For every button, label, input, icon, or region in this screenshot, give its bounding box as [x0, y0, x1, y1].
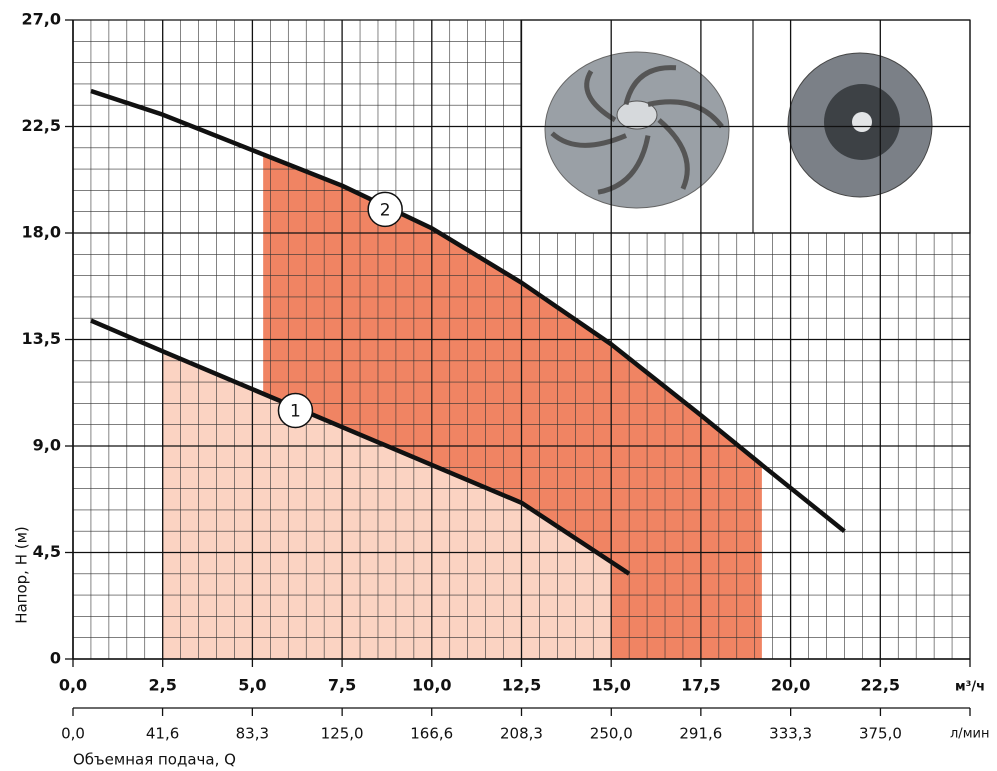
- impeller-hub: [616, 100, 658, 130]
- curve-label-circle: [277, 392, 314, 429]
- curve-label: 1: [290, 402, 301, 422]
- impeller-open: [544, 51, 730, 209]
- x-tick-label: 12,5: [502, 676, 541, 695]
- curve-label-circle: [367, 191, 403, 228]
- impeller-vane: [623, 65, 677, 106]
- pump-curve: [90, 318, 631, 576]
- pump-curve: [90, 88, 846, 533]
- x-tick-label: 0,0: [59, 676, 87, 695]
- x2-tick-label: 0,0: [61, 725, 85, 743]
- x2-tick-label: 250,0: [590, 725, 633, 743]
- y-tick-label: 0: [50, 649, 61, 668]
- y-tick-label: 18,0: [22, 223, 61, 242]
- x-tick-label: 17,5: [681, 676, 720, 695]
- impeller-vane: [647, 99, 724, 129]
- x2-tick-label: 208,3: [500, 725, 543, 743]
- x-tick-label: 15,0: [591, 676, 630, 695]
- x-tick-label: 2,5: [149, 676, 177, 695]
- x-tick-label: 10,0: [412, 676, 451, 695]
- y-tick-label: 13,5: [22, 329, 61, 348]
- x2-tick-label: 291,6: [679, 725, 722, 743]
- y-tick-label: 27,0: [22, 10, 61, 29]
- x-tick-label: 20,0: [771, 676, 810, 695]
- x2-tick-label: 166,6: [410, 725, 453, 743]
- curve-label: 2: [380, 200, 391, 220]
- impeller-vane: [584, 69, 617, 123]
- x2-tick-label: 375,0: [859, 725, 902, 743]
- x2-tick-label: 333,3: [769, 725, 812, 743]
- y-tick-label: 9,0: [33, 436, 61, 455]
- x2-tick-label: 83,3: [236, 725, 269, 743]
- y-tick-label: 4,5: [33, 542, 61, 561]
- x-tick-label: 22,5: [861, 676, 900, 695]
- x2-unit: л/мин: [950, 727, 989, 742]
- x2-tick-label: 41,6: [146, 725, 179, 743]
- impeller-vane: [597, 135, 651, 195]
- x-tick-label: 7,5: [328, 676, 356, 695]
- impeller-vane: [550, 131, 627, 148]
- x-unit: м³/ч: [955, 680, 985, 695]
- impeller-photos: [520, 19, 971, 234]
- x-tick-label: 5,0: [238, 676, 266, 695]
- x-axis-title: Объемная подача, Q: [73, 751, 236, 769]
- operating-region: [162, 351, 612, 659]
- y-axis-title: Напор, H (м): [13, 526, 31, 624]
- impeller-eye: [852, 112, 872, 132]
- y-tick-label: 22,5: [22, 116, 61, 135]
- x2-tick-label: 125,0: [321, 725, 364, 743]
